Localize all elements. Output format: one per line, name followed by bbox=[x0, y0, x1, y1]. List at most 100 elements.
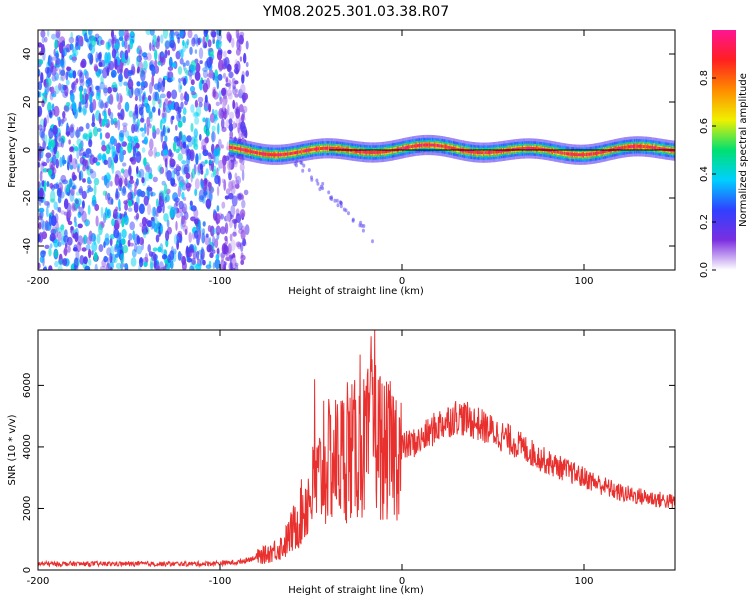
heatmap-cell bbox=[357, 150, 359, 153]
heatmap-cell bbox=[46, 181, 50, 187]
heatmap-cell bbox=[180, 101, 184, 110]
heatmap-cell bbox=[136, 81, 141, 87]
heatmap-cell bbox=[212, 249, 216, 254]
heatmap-cell bbox=[195, 263, 202, 270]
heatmap-cell bbox=[149, 112, 153, 123]
heatmap-cell bbox=[331, 146, 333, 150]
heatmap-cell bbox=[604, 150, 606, 153]
heatmap-cell bbox=[227, 92, 233, 100]
heatmap-cell bbox=[157, 35, 160, 43]
heatmap-cell bbox=[297, 150, 299, 154]
heatmap-cell bbox=[487, 151, 489, 154]
heatmap-cell bbox=[78, 101, 82, 113]
heatmap-cell bbox=[44, 244, 50, 249]
heatmap-cell bbox=[278, 153, 280, 157]
heatmap-cell bbox=[112, 87, 118, 93]
heatmap-cell bbox=[74, 221, 78, 228]
heatmap-cell bbox=[42, 140, 46, 151]
heatmap-cell bbox=[437, 144, 439, 147]
heatmap-cell bbox=[107, 42, 111, 49]
heatmap-cell bbox=[109, 252, 113, 263]
heatmap-cell bbox=[96, 233, 101, 244]
heatmap-cell bbox=[223, 244, 229, 255]
heatmap-cell bbox=[88, 138, 93, 148]
heatmap-cell bbox=[151, 67, 156, 76]
heatmap-cell bbox=[479, 151, 481, 154]
heatmap-cell bbox=[214, 69, 219, 82]
heatmap-cell bbox=[456, 147, 458, 151]
heatmap-cell bbox=[213, 209, 217, 215]
heatmap-cell bbox=[533, 147, 535, 150]
heatmap-cell bbox=[97, 153, 102, 161]
heatmap-cell bbox=[322, 147, 324, 150]
heatmap-cell bbox=[96, 128, 102, 132]
heatmap-cell bbox=[156, 211, 159, 218]
heatmap-cell bbox=[455, 147, 457, 151]
heatmap-cell bbox=[120, 109, 123, 120]
heatmap-cell bbox=[600, 150, 602, 154]
heatmap-cell bbox=[213, 148, 219, 157]
heatmap-cell bbox=[384, 150, 386, 154]
heatmap-cell bbox=[161, 128, 165, 138]
heatmap-cell bbox=[111, 162, 115, 174]
heatmap-cell bbox=[311, 148, 313, 152]
heatmap-cell bbox=[82, 165, 86, 172]
heatmap-cell bbox=[109, 180, 113, 187]
heatmap-cell bbox=[362, 150, 364, 154]
heatmap-cell bbox=[121, 216, 125, 228]
heatmap-cell bbox=[371, 151, 373, 154]
heatmap-cell bbox=[528, 146, 530, 150]
heatmap-cell bbox=[445, 145, 447, 149]
heatmap-cell bbox=[406, 146, 408, 149]
heatmap-cell bbox=[210, 30, 217, 38]
heatmap-cell bbox=[179, 30, 184, 38]
heatmap-cell bbox=[231, 195, 238, 207]
heatmap-cell bbox=[281, 153, 283, 156]
heatmap-cell bbox=[650, 145, 652, 149]
heatmap-cell bbox=[641, 145, 643, 148]
spectrogram-x-ticks: -200 -100 0 100 bbox=[27, 30, 594, 287]
heatmap-cell bbox=[234, 179, 240, 185]
heatmap-cell bbox=[523, 147, 525, 150]
heatmap-cell bbox=[377, 150, 379, 154]
heatmap-cell bbox=[488, 151, 490, 154]
heatmap-cell bbox=[143, 195, 149, 206]
heatmap-cell bbox=[453, 147, 455, 150]
heatmap-cell bbox=[397, 147, 399, 151]
heatmap-cell bbox=[660, 147, 662, 151]
heatmap-cell bbox=[191, 64, 196, 76]
heatmap-cell bbox=[235, 241, 242, 248]
heatmap-cell bbox=[89, 168, 94, 174]
y-tick-label: 2000 bbox=[22, 496, 33, 521]
heatmap-cell bbox=[647, 145, 649, 149]
heatmap-cell bbox=[217, 167, 221, 172]
heatmap-cell bbox=[139, 222, 143, 228]
heatmap-cell bbox=[531, 147, 533, 150]
heatmap-cell bbox=[645, 145, 647, 149]
heatmap-cell bbox=[70, 31, 73, 39]
heatmap-cell bbox=[187, 140, 193, 147]
heatmap-cell bbox=[87, 84, 91, 95]
heatmap-cell bbox=[323, 146, 325, 150]
heatmap-cell bbox=[258, 151, 260, 155]
colorbar-tick-label: 0.6 bbox=[699, 118, 710, 134]
heatmap-cell bbox=[127, 167, 132, 176]
heatmap-cell bbox=[79, 71, 83, 78]
heatmap-cell bbox=[229, 130, 234, 139]
heatmap-cell bbox=[216, 205, 220, 212]
y-tick-label: 6000 bbox=[22, 373, 33, 398]
heatmap-cell bbox=[483, 151, 485, 155]
heatmap-cell bbox=[493, 150, 495, 154]
heatmap-cell bbox=[324, 146, 326, 150]
heatmap-cell bbox=[199, 163, 203, 171]
heatmap-cell bbox=[109, 111, 114, 119]
heatmap-cell bbox=[254, 151, 256, 154]
heatmap-cell bbox=[183, 211, 189, 221]
heatmap-cell bbox=[129, 39, 133, 50]
heatmap-cell bbox=[325, 146, 327, 150]
heatmap-cell bbox=[454, 147, 456, 151]
heatmap-cell bbox=[265, 152, 267, 156]
heatmap-cell bbox=[81, 200, 85, 209]
spectrogram-x-label: Height of straight line (km) bbox=[288, 286, 424, 297]
heatmap-cell bbox=[216, 41, 222, 49]
